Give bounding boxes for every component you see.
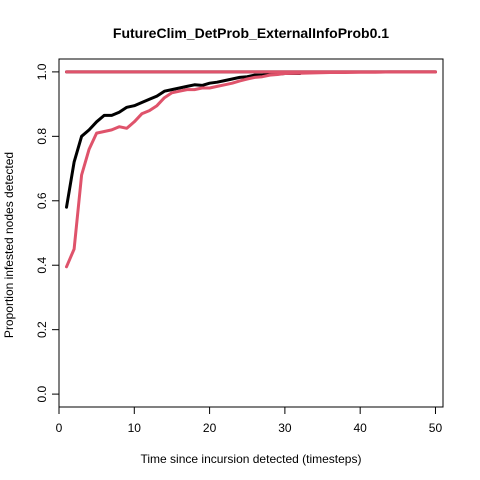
x-tick-label: 20: [203, 421, 217, 435]
y-tick-label: 0.0: [35, 385, 49, 402]
y-tick-label: 0.6: [35, 192, 49, 209]
x-tick-label: 10: [128, 421, 142, 435]
y-tick-label: 0.8: [35, 128, 49, 145]
series-layer: [65, 70, 437, 269]
x-axis: 0 10 20 30 40 50: [56, 406, 443, 435]
x-tick-label: 50: [429, 421, 443, 435]
x-tick-label: 40: [353, 421, 367, 435]
y-axis: 0.0 0.2 0.4 0.6 0.8 1.0: [35, 63, 60, 402]
x-tick-label: 30: [278, 421, 292, 435]
y-tick-label: 1.0: [35, 63, 49, 80]
series-line-1: [65, 72, 302, 209]
y-tick-label: 0.4: [35, 257, 49, 274]
y-axis-label: Proportion infested nodes detected: [2, 152, 16, 338]
chart-title: FutureClim_DetProb_ExternalInfoProb0.1: [113, 25, 389, 41]
x-axis-label: Time since incursion detected (timesteps…: [141, 452, 362, 466]
x-tick-label: 0: [56, 421, 63, 435]
y-tick-label: 0.2: [35, 321, 49, 338]
